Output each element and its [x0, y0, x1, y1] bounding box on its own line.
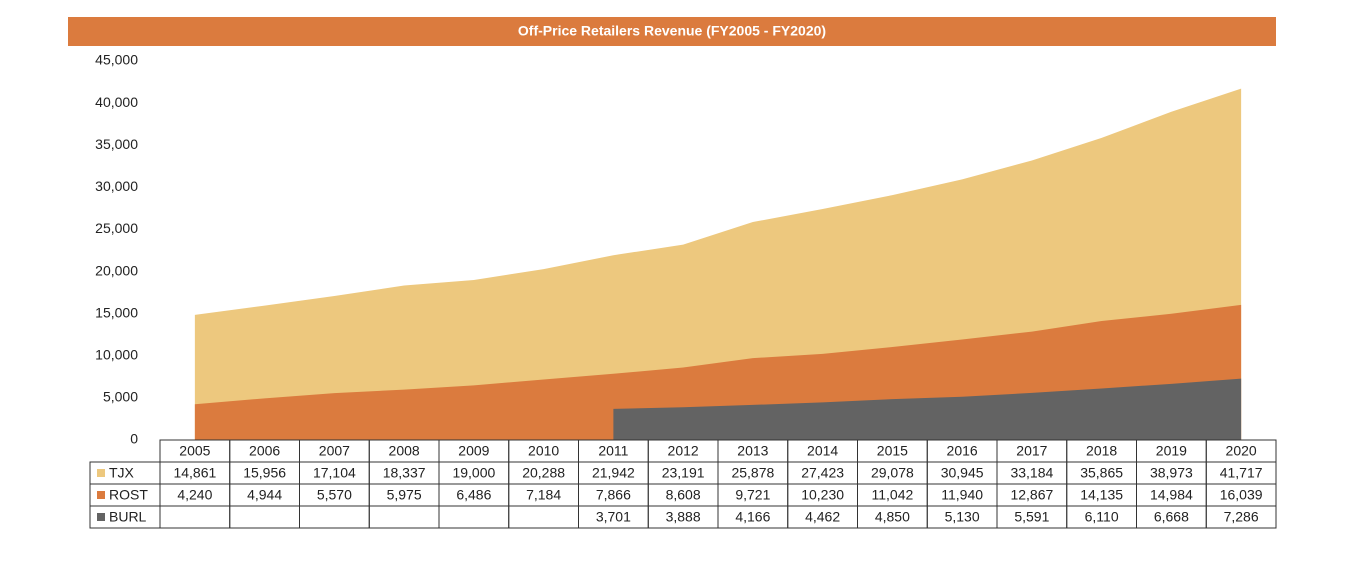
y-tick-label: 45,000 [95, 52, 138, 68]
table-cell [229, 505, 300, 529]
data-label: 4,166 [735, 509, 770, 525]
data-label: 20,288 [522, 465, 565, 481]
legend-swatch [97, 469, 105, 477]
data-label: 3,888 [666, 509, 701, 525]
y-tick-label: 40,000 [95, 94, 138, 110]
data-label: 25,878 [731, 465, 774, 481]
data-label: 9,721 [735, 487, 770, 503]
legend-label: TJX [109, 465, 135, 481]
x-tick-label: 2020 [1226, 443, 1257, 459]
data-label: 5,975 [387, 487, 422, 503]
data-label: 14,984 [1150, 487, 1193, 503]
x-tick-label: 2011 [598, 443, 628, 459]
x-tick-label: 2006 [249, 443, 280, 459]
table-cell [159, 505, 231, 529]
data-label: 30,945 [941, 465, 984, 481]
data-label: 14,861 [173, 465, 216, 481]
x-tick-label: 2008 [389, 443, 420, 459]
x-tick-label: 2017 [1016, 443, 1047, 459]
chart-title: Off-Price Retailers Revenue (FY2005 - FY… [518, 23, 826, 39]
data-label: 33,184 [1010, 465, 1053, 481]
area [613, 378, 1242, 440]
data-label: 11,940 [941, 487, 983, 503]
data-label: 41,717 [1220, 465, 1263, 481]
data-label: 38,973 [1150, 465, 1193, 481]
data-label: 19,000 [452, 465, 495, 481]
data-label: 4,462 [805, 509, 840, 525]
x-tick-label: 2005 [179, 443, 210, 459]
x-tick-label: 2010 [528, 443, 559, 459]
x-tick-label: 2015 [877, 443, 908, 459]
data-label: 6,486 [456, 487, 491, 503]
data-label: 5,591 [1014, 509, 1049, 525]
y-tick-label: 0 [130, 431, 138, 447]
table-cell [438, 505, 510, 529]
data-label: 4,850 [875, 509, 910, 525]
data-label: 4,944 [247, 487, 282, 503]
data-label: 10,230 [801, 487, 844, 503]
data-label: 5,130 [945, 509, 980, 525]
legend-label: BURL [109, 509, 147, 525]
table-cell [1205, 505, 1277, 529]
x-tick-label: 2013 [737, 443, 768, 459]
data-label: 11,042 [871, 487, 913, 503]
data-label: 6,668 [1154, 509, 1189, 525]
x-tick-label: 2009 [458, 443, 489, 459]
x-tick-label: 2012 [668, 443, 699, 459]
x-tick-label: 2019 [1156, 443, 1187, 459]
data-label: 21,942 [592, 465, 635, 481]
data-label: 29,078 [871, 465, 914, 481]
data-label: 7,184 [526, 487, 561, 503]
data-label: 4,240 [177, 487, 212, 503]
data-label: 35,865 [1080, 465, 1123, 481]
data-label: 8,608 [666, 487, 701, 503]
data-label: 23,191 [662, 465, 705, 481]
table-cell [299, 505, 370, 529]
data-label: 15,956 [243, 465, 286, 481]
title-bar [68, 17, 1276, 46]
x-tick-label: 2007 [319, 443, 350, 459]
data-label: 12,867 [1010, 487, 1053, 503]
data-label: 3,701 [596, 509, 631, 525]
y-tick-label: 25,000 [95, 220, 138, 236]
table-cell [508, 505, 579, 529]
legend-swatch [97, 491, 105, 499]
y-tick-label: 35,000 [95, 136, 138, 152]
data-label: 16,039 [1220, 487, 1263, 503]
y-tick-label: 5,000 [103, 389, 138, 405]
data-label: 27,423 [801, 465, 844, 481]
x-tick-label: 2018 [1086, 443, 1117, 459]
data-label: 14,135 [1080, 487, 1123, 503]
x-tick-label: 2016 [947, 443, 978, 459]
data-label: 17,104 [313, 465, 356, 481]
data-label: 7,866 [596, 487, 631, 503]
y-tick-label: 10,000 [95, 346, 138, 362]
x-tick-label: 2014 [807, 443, 838, 459]
y-tick-label: 15,000 [95, 304, 138, 320]
legend-swatch [97, 513, 105, 521]
legend-label: ROST [109, 487, 148, 503]
data-label: 7,286 [1224, 509, 1259, 525]
y-tick-label: 20,000 [95, 262, 138, 278]
table-cell [368, 505, 440, 529]
y-tick-label: 30,000 [95, 178, 138, 194]
data-label: 18,337 [383, 465, 426, 481]
data-label: 5,570 [317, 487, 352, 503]
data-label: 6,110 [1085, 509, 1119, 525]
